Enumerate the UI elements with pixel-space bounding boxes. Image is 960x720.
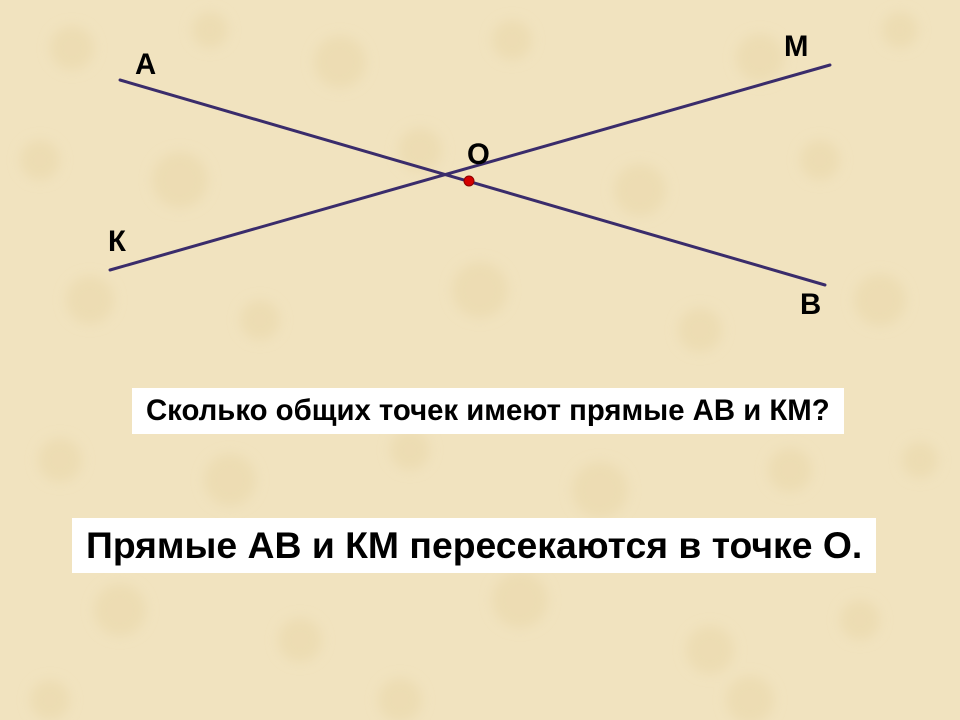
diagram-svg (0, 0, 960, 720)
label-o: О (467, 138, 490, 172)
label-m: М (784, 30, 808, 64)
diagram-stage: А М К В О Сколько общих точек имеют прям… (0, 0, 960, 720)
label-b: В (800, 288, 821, 322)
intersection-point-o (464, 176, 474, 186)
label-a: А (135, 48, 156, 82)
question-text: Сколько общих точек имеют прямые АВ и КМ… (132, 388, 844, 434)
answer-text: Прямые АВ и КМ пересекаются в точке О. (72, 518, 876, 573)
label-k: К (108, 225, 126, 259)
